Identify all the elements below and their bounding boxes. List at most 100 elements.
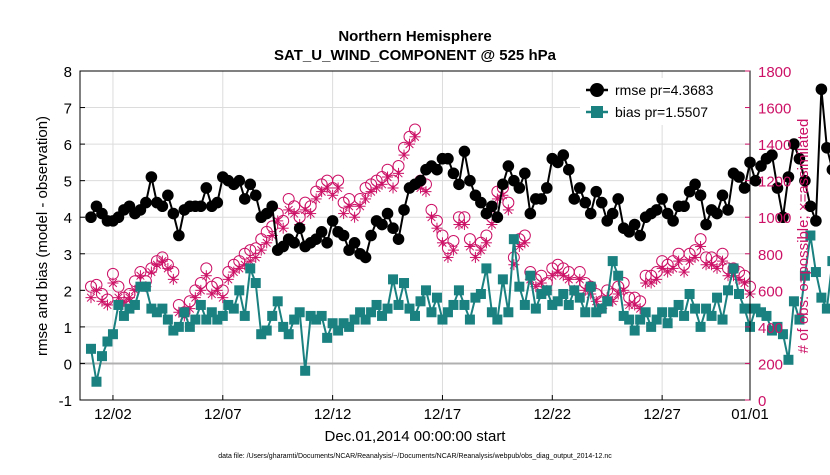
bias-point: [388, 274, 399, 285]
bias-point: [607, 256, 618, 267]
obs-assimilated-point: [261, 237, 273, 249]
obs-assimilated-point: [200, 270, 212, 282]
rmse-point: [628, 218, 641, 231]
bias-point: [184, 321, 195, 332]
obs-assimilated-point: [651, 273, 663, 285]
rmse-point: [793, 152, 806, 165]
obs-assimilated-point: [442, 251, 454, 263]
obs-assimilated-point: [667, 262, 679, 274]
rmse-point: [716, 189, 729, 202]
axis-layer: -1 0 1 2 3 4 5 6 7 8 0 200 400 600 800 1000 1200 1400 1600…: [59, 64, 792, 423]
obs-assimilated-point: [425, 211, 437, 223]
bias-point: [206, 307, 217, 318]
obs-assimilated-point: [519, 237, 531, 249]
bias-point: [783, 354, 794, 365]
y-tick-label-right: 1400: [758, 137, 791, 154]
bias-point: [486, 307, 497, 318]
bias-point: [519, 299, 530, 310]
bias-point: [794, 314, 805, 325]
rmse-point: [266, 200, 279, 213]
bias-point: [431, 292, 442, 303]
rmse-point: [431, 163, 443, 176]
rmse-point: [162, 189, 174, 202]
bias-point: [514, 281, 525, 292]
obs-assimilated-point: [393, 167, 405, 179]
x-tick-label: 12/17: [424, 406, 462, 423]
bias-point: [788, 296, 799, 307]
rmse-point: [491, 211, 504, 224]
obs-assimilated-point: [288, 208, 300, 220]
bias-point: [503, 307, 514, 318]
bias-point: [426, 307, 437, 318]
bias-point: [382, 303, 393, 314]
rmse-point: [810, 215, 822, 227]
bias-point: [646, 321, 657, 332]
bias-point: [734, 288, 745, 299]
bias-point: [129, 299, 140, 310]
obs-assimilated-point: [211, 284, 223, 296]
bias-point: [267, 310, 278, 321]
bias-point: [563, 299, 574, 310]
chart-title: Northern Hemisphere: [338, 28, 491, 45]
rmse-point: [200, 182, 213, 194]
bias-point: [377, 310, 388, 321]
obs-assimilated-point: [134, 270, 146, 282]
obs-assimilated-point: [458, 219, 470, 231]
rmse-point: [321, 237, 333, 249]
rmse-point: [244, 178, 257, 191]
rmse-point: [288, 237, 300, 249]
bias-point: [673, 299, 684, 310]
rmse-point: [606, 207, 619, 220]
bias-point: [574, 292, 585, 303]
bias-point: [124, 303, 135, 314]
rmse-point: [562, 163, 575, 176]
y-tick-label-right: 1000: [758, 210, 791, 227]
bias-point: [761, 310, 772, 321]
bias-point: [530, 303, 541, 314]
rmse-point: [771, 182, 784, 194]
obs-assimilated-point: [387, 182, 399, 194]
bias-point: [481, 263, 492, 274]
rmse-point: [524, 207, 537, 220]
bias-point: [624, 314, 635, 325]
bias-point: [536, 288, 547, 299]
obs-assimilated-point: [360, 193, 372, 205]
rmse-point: [678, 200, 690, 213]
bias-point: [453, 285, 464, 296]
obs-assimilated-point: [85, 292, 97, 304]
bias-point: [640, 307, 651, 318]
bias-point: [212, 314, 223, 325]
bias-point: [333, 325, 344, 336]
obs-assimilated-point: [305, 208, 317, 220]
rmse-point: [595, 196, 608, 209]
rmse-point: [650, 204, 663, 216]
bias-point: [552, 296, 563, 307]
bias-point: [234, 285, 245, 296]
rmse-point: [376, 218, 388, 231]
obs-assimilated-point: [206, 288, 218, 300]
obs-assimilated-point: [409, 131, 421, 143]
y-tick-label-right: 1200: [758, 174, 791, 191]
y-tick-label-left: 0: [64, 356, 72, 373]
bias-point: [278, 321, 289, 332]
bias-point: [602, 296, 613, 307]
rmse-point: [579, 196, 592, 209]
y-tick-label-left: 5: [64, 174, 72, 191]
bias-point: [371, 299, 382, 310]
bias-point: [662, 318, 673, 329]
y-tick-label-right: 200: [758, 356, 783, 373]
bias-point: [717, 314, 728, 325]
rmse-point: [414, 174, 427, 187]
obs-assimilated-point: [195, 284, 207, 296]
obs-assimilated-point: [480, 237, 492, 249]
obs-assimilated-point: [332, 182, 344, 194]
bias-point: [146, 303, 157, 314]
y-tick-label-right: 600: [758, 283, 783, 300]
bias-point: [437, 314, 448, 325]
chart-legend: rmse pr=4.3683 bias pr=1.5507: [580, 78, 745, 125]
rmse-point: [788, 138, 800, 150]
rmse-point: [238, 193, 251, 205]
obs-assimilated-point: [162, 262, 174, 274]
bias-point: [420, 285, 431, 296]
rmse-point: [173, 229, 185, 242]
